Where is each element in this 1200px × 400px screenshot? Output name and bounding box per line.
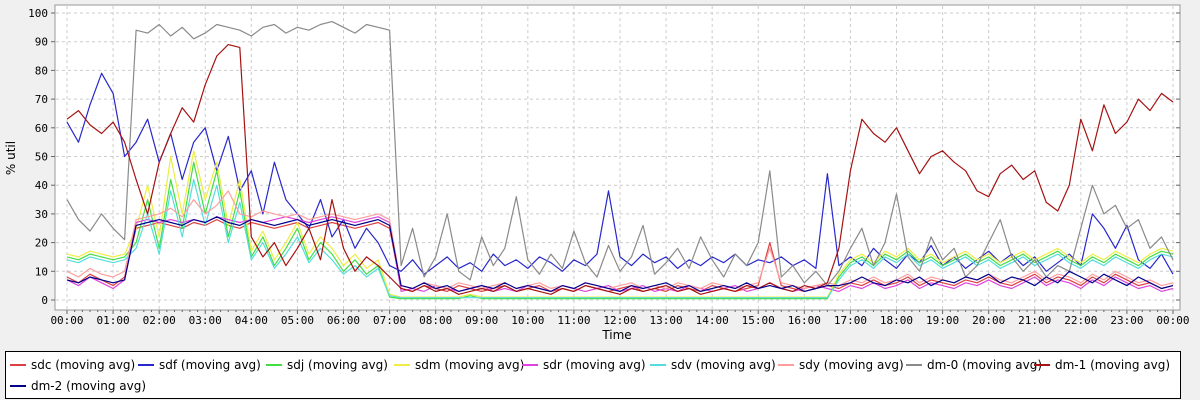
legend-label: dm-0 (moving avg) (927, 357, 1043, 372)
legend-swatch (10, 384, 26, 387)
y-tick-label: 70 (35, 93, 48, 106)
y-tick-label: 30 (35, 208, 48, 221)
y-tick-label: 10 (35, 265, 48, 278)
legend-item-sdy: sdy (moving avg) (778, 354, 906, 375)
legend-item-dm-2: dm-2 (moving avg) (10, 375, 146, 396)
utilization-line-chart: 0 10 20 30 40 50 60 70 80 90 100 00:00 01:00 02:00 03:… (4, 4, 1190, 342)
legend-swatch (138, 363, 154, 366)
x-tick-label: 12:00 (603, 314, 636, 327)
y-tick-label: 0 (41, 294, 48, 307)
legend-item-sdv: sdv (moving avg) (650, 354, 778, 375)
x-tick-label: 23:00 (1110, 314, 1143, 327)
legend-item-sdc: sdc (moving avg) (10, 354, 138, 375)
legend-label: sdf (moving avg) (159, 357, 261, 372)
legend-label: sdj (moving avg) (287, 357, 388, 372)
legend-swatch (906, 363, 922, 366)
legend-item-dm-1: dm-1 (moving avg) (1034, 354, 1170, 375)
series-line-dm-0 (66, 21, 1174, 287)
series-line-sdv (66, 178, 1174, 299)
y-tick-label: 40 (35, 179, 48, 192)
x-tick-label: 07:00 (373, 314, 406, 327)
legend-label: sdm (moving avg) (415, 357, 525, 372)
legend-swatch (778, 363, 794, 366)
series-line-dm-2 (66, 216, 1174, 292)
series-line-sdf (66, 72, 1174, 275)
x-tick-label: 00:00 (1156, 314, 1189, 327)
legend-swatch (1034, 363, 1050, 366)
x-tick-label: 19:00 (926, 314, 959, 327)
legend-item-sdm: sdm (moving avg) (394, 354, 525, 375)
y-tick-label: 100 (28, 7, 48, 20)
x-tick-label: 10:00 (511, 314, 544, 327)
x-tick-label: 01:00 (97, 314, 130, 327)
y-tick-label: 80 (35, 64, 48, 77)
x-tick-label: 09:00 (465, 314, 498, 327)
legend-item-dm-0: dm-0 (moving avg) (906, 354, 1042, 375)
x-tick-label: 21:00 (1018, 314, 1051, 327)
x-tick-label: 13:00 (650, 314, 683, 327)
legend-item-sdj: sdj (moving avg) (266, 354, 394, 375)
y-axis-title: % util (4, 141, 18, 175)
x-tick-label: 18:00 (880, 314, 913, 327)
x-tick-label: 04:00 (235, 314, 268, 327)
x-tick-label: 06:00 (327, 314, 360, 327)
y-tick-label: 50 (35, 151, 48, 164)
legend-label: dm-1 (moving avg) (1055, 357, 1171, 372)
x-tick-label: 20:00 (972, 314, 1005, 327)
legend-swatch (394, 363, 410, 366)
x-tick-label: 16:00 (788, 314, 821, 327)
x-tick-label: 15:00 (742, 314, 775, 327)
x-tick-label: 08:00 (419, 314, 452, 327)
y-tick-label: 20 (35, 237, 48, 250)
x-tick-label: 00:00 (50, 314, 83, 327)
legend-label: dm-2 (moving avg) (31, 378, 147, 393)
x-tick-label: 03:00 (189, 314, 222, 327)
series-line-dm-1 (66, 43, 1174, 295)
x-tick-label: 11:00 (557, 314, 590, 327)
y-tick-label: 60 (35, 122, 48, 135)
x-tick-label: 14:00 (696, 314, 729, 327)
legend-item-sdr: sdr (moving avg) (522, 354, 650, 375)
series-line-sdc (66, 219, 1174, 292)
x-tick-label: 17:00 (834, 314, 867, 327)
legend-swatch (10, 363, 26, 366)
chart-legend: sdc (moving avg) sdf (moving avg) sdj (mov… (5, 351, 1181, 399)
x-tick-label: 02:00 (143, 314, 176, 327)
legend-swatch (650, 363, 666, 366)
legend-swatch (266, 363, 282, 366)
legend-label: sdc (moving avg) (31, 357, 136, 372)
legend-swatch (522, 363, 538, 366)
x-axis-title: Time (601, 328, 631, 342)
legend-label: sdv (moving avg) (671, 357, 776, 372)
x-tick-label: 05:00 (281, 314, 314, 327)
legend-item-sdf: sdf (moving avg) (138, 354, 266, 375)
legend-label: sdr (moving avg) (543, 357, 646, 372)
x-tick-label: 22:00 (1064, 314, 1097, 327)
legend-label: sdy (moving avg) (799, 357, 904, 372)
y-tick-label: 90 (35, 36, 48, 49)
